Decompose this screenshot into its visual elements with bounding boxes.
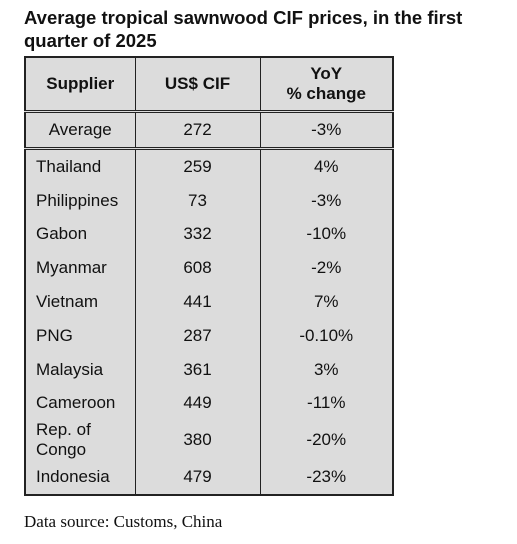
header-row: Supplier US$ CIF YoY % change xyxy=(24,57,394,113)
cell: 272 xyxy=(134,111,261,150)
table-row: Gabon 332 -10% xyxy=(24,217,394,252)
cell: 3% xyxy=(259,352,394,387)
header-cell: YoY % change xyxy=(259,57,394,113)
cell: Average xyxy=(24,111,136,150)
cell: Gabon xyxy=(24,217,136,252)
table-row: Myanmar 608 -2% xyxy=(24,251,394,286)
cell: Myanmar xyxy=(24,251,136,286)
cell: -0.10% xyxy=(259,318,394,353)
table-row: Indonesia 479 -23% xyxy=(24,460,394,496)
table-row: Vietnam 441 7% xyxy=(24,285,394,319)
cell: Cameroon xyxy=(24,386,136,421)
table-row: Malaysia 361 3% xyxy=(24,352,394,387)
cell: Indonesia xyxy=(24,460,136,496)
cell: 73 xyxy=(134,183,261,218)
table-row: Philippines 73 -3% xyxy=(24,183,394,218)
cell: 287 xyxy=(134,318,261,353)
average-row: Average 272 -3% xyxy=(24,111,394,150)
cell: PNG xyxy=(24,318,136,353)
price-table: Supplier US$ CIF YoY % change Average 272 -3%… xyxy=(24,56,394,497)
cell: 7% xyxy=(259,285,394,319)
header-cell: Supplier xyxy=(24,57,136,113)
source-note: Data source: Customs, China xyxy=(24,512,223,531)
table-row: Thailand 259 4% xyxy=(24,148,394,184)
cell: Malaysia xyxy=(24,352,136,387)
title: Average tropical sawnwood CIF prices, in… xyxy=(24,7,463,51)
cell: -3% xyxy=(259,183,394,218)
cell: 380 xyxy=(134,420,261,461)
cell: Philippines xyxy=(24,183,136,218)
header-cell: US$ CIF xyxy=(134,57,261,113)
cell: -20% xyxy=(259,420,394,461)
cell: -3% xyxy=(259,111,394,150)
cell: -11% xyxy=(259,386,394,421)
cell: -2% xyxy=(259,251,394,286)
cell: Rep. of Congo xyxy=(24,420,136,461)
table-row: PNG 287 -0.10% xyxy=(24,318,394,353)
cell: 608 xyxy=(134,251,261,286)
cell: 449 xyxy=(134,386,261,421)
cell: 4% xyxy=(259,148,394,184)
cell: 332 xyxy=(134,217,261,252)
table-row: Cameroon 449 -11% xyxy=(24,386,394,421)
cell: 259 xyxy=(134,148,261,184)
cell: 479 xyxy=(134,460,261,496)
table-row: Rep. of Congo 380 -20% xyxy=(24,420,394,461)
cell: 361 xyxy=(134,352,261,387)
cell: 441 xyxy=(134,285,261,319)
cell: Thailand xyxy=(24,148,136,184)
cell: -10% xyxy=(259,217,394,252)
table-body: Supplier US$ CIF YoY % change Average 272 -3%… xyxy=(24,57,394,496)
cell: -23% xyxy=(259,460,394,496)
cell: Vietnam xyxy=(24,285,136,319)
